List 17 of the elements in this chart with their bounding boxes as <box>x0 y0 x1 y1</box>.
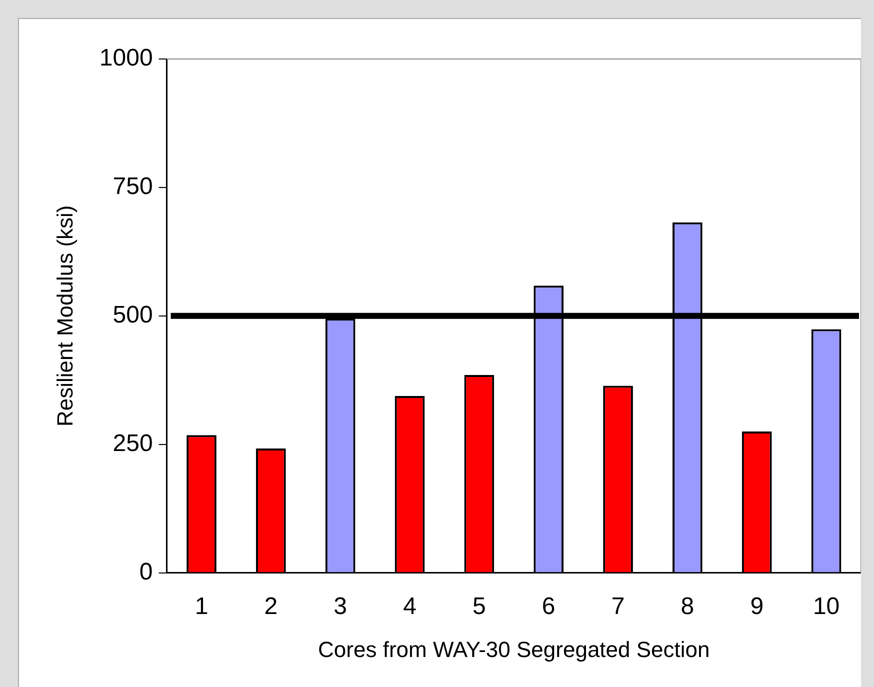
x-axis-title: Cores from WAY-30 Segregated Section <box>318 636 710 662</box>
x-tick-label: 8 <box>680 592 694 620</box>
y-axis-title: Resilient Modulus (ksi) <box>52 205 78 427</box>
y-tick-label: 500 <box>112 302 153 329</box>
y-tick-label: 1000 <box>99 44 153 72</box>
x-tick-label: 4 <box>403 592 416 620</box>
y-tick-label: 0 <box>139 558 153 586</box>
x-tick-label: 10 <box>812 592 840 620</box>
x-tick-label: 3 <box>334 592 348 620</box>
x-tick-label: 9 <box>750 592 764 620</box>
x-tick-label: 7 <box>611 592 625 620</box>
y-tick-label: 750 <box>112 173 153 200</box>
x-tick-label: 1 <box>194 592 208 620</box>
x-tick-label: 5 <box>472 592 486 620</box>
y-tick-label: 250 <box>112 430 153 457</box>
x-tick-label: 6 <box>542 592 556 620</box>
x-tick-label: 2 <box>264 592 278 620</box>
